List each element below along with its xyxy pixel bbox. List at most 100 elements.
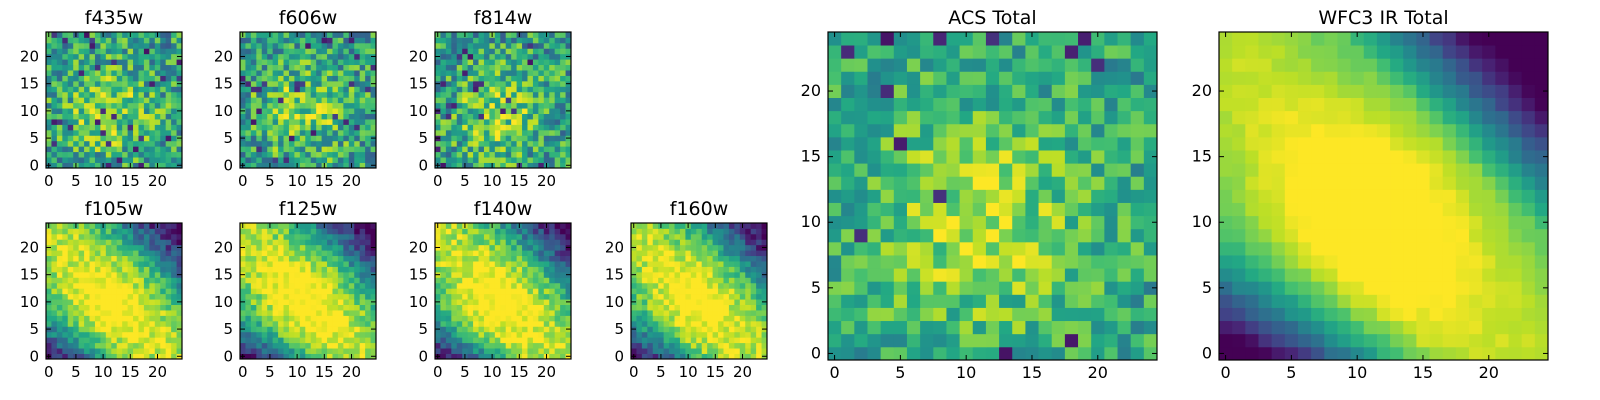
heatmap-cell <box>343 320 350 327</box>
heatmap-cell <box>462 293 469 300</box>
heatmap-cell <box>663 255 670 262</box>
heatmap-cell <box>111 86 118 93</box>
heatmap-cell <box>127 146 134 153</box>
heatmap-cell <box>299 97 306 104</box>
heatmap-cell <box>267 299 274 305</box>
heatmap-cell <box>985 268 1000 282</box>
heatmap-cell <box>51 233 58 240</box>
heatmap-cell <box>143 32 150 38</box>
heatmap-cell <box>89 337 96 344</box>
heatmap-cell <box>348 151 355 158</box>
heatmap-cell <box>171 261 177 267</box>
heatmap-cell <box>750 239 757 246</box>
heatmap-cell <box>445 151 452 158</box>
heatmap-cell <box>554 331 561 338</box>
heatmap-cell <box>1038 202 1053 217</box>
heatmap-cell <box>354 244 361 251</box>
heatmap-cell <box>67 320 74 327</box>
heatmap-cell <box>435 331 441 338</box>
heatmap-cell <box>105 244 112 251</box>
heatmap-cell <box>127 157 134 163</box>
heatmap-cell <box>133 59 139 66</box>
heatmap-cell <box>489 59 496 66</box>
heatmap-cell <box>278 135 284 142</box>
heatmap-cell <box>250 97 257 104</box>
heatmap-cell <box>149 348 156 354</box>
heatmap-cell <box>1064 307 1079 322</box>
heatmap-cell <box>712 228 719 235</box>
heatmap-cell <box>46 348 52 354</box>
heatmap-cell <box>310 42 317 49</box>
heatmap-cell <box>327 124 333 131</box>
heatmap-cell <box>245 146 252 153</box>
heatmap-cell <box>256 271 263 278</box>
y-tick-label: 20 <box>214 47 233 65</box>
heatmap-cell <box>310 310 317 316</box>
heatmap-cell <box>332 42 339 49</box>
heatmap-cell <box>176 277 183 284</box>
heatmap-cell <box>261 266 268 273</box>
heatmap-cell <box>679 310 686 316</box>
heatmap-cell <box>462 80 469 87</box>
heatmap-cell <box>348 326 355 333</box>
heatmap-cell <box>67 223 74 229</box>
heatmap-cell <box>473 48 479 55</box>
heatmap-cell <box>240 129 246 136</box>
heatmap-cell <box>176 315 183 322</box>
heatmap-cell <box>133 348 139 354</box>
heatmap-cell <box>718 228 724 235</box>
heatmap-cell <box>532 75 539 82</box>
heatmap-cell <box>359 320 366 327</box>
heatmap-cell <box>359 97 366 104</box>
heatmap-cell <box>435 70 441 76</box>
heatmap-cell <box>674 331 681 338</box>
x-tick-label: 0 <box>44 172 54 190</box>
heatmap-cell <box>631 331 637 338</box>
heatmap-cell <box>489 97 496 104</box>
heatmap-cell <box>489 271 496 278</box>
heatmap-cell <box>435 91 441 98</box>
heatmap-cell <box>143 348 150 354</box>
heatmap-cell <box>100 261 107 267</box>
heatmap-cell <box>56 277 63 284</box>
heatmap-cell <box>522 315 528 322</box>
heatmap-cell <box>256 255 263 262</box>
heatmap-cell <box>245 271 252 278</box>
heatmap-cell <box>154 135 161 142</box>
heatmap-cell <box>532 70 539 76</box>
heatmap-cell <box>299 53 306 60</box>
heatmap-cell <box>658 288 665 295</box>
heatmap-cell <box>176 288 183 295</box>
heatmap-cell <box>828 202 842 217</box>
heatmap-cell <box>149 299 156 305</box>
heatmap-cell <box>343 108 350 114</box>
heatmap-cell <box>456 37 463 44</box>
heatmap-cell <box>1051 202 1066 217</box>
heatmap-cell <box>370 223 377 229</box>
heatmap-cell <box>288 326 295 333</box>
heatmap-cell <box>288 119 295 125</box>
heatmap-cell <box>500 108 507 114</box>
heatmap-cell <box>959 163 974 177</box>
heatmap-cell <box>1012 268 1026 282</box>
heatmap-cell <box>133 157 139 163</box>
heatmap-cell <box>310 293 317 300</box>
heatmap-cell <box>445 315 452 322</box>
heatmap-cell <box>337 102 344 109</box>
heatmap-cell <box>365 326 371 333</box>
heatmap-cell <box>84 244 90 251</box>
heatmap-cell <box>538 91 545 98</box>
heatmap-cell <box>138 140 145 147</box>
heatmap-cell <box>105 299 112 305</box>
heatmap-cell <box>127 70 134 76</box>
heatmap-cell <box>165 239 172 246</box>
heatmap-cell <box>310 250 317 257</box>
heatmap-cell <box>165 348 172 354</box>
heatmap-cell <box>985 189 1000 203</box>
heatmap-cell <box>67 244 74 251</box>
heatmap-cell <box>94 80 101 87</box>
heatmap-cell <box>100 244 107 251</box>
heatmap-cell <box>348 342 355 349</box>
heatmap-cell <box>489 282 496 289</box>
heatmap-cell <box>116 261 123 267</box>
